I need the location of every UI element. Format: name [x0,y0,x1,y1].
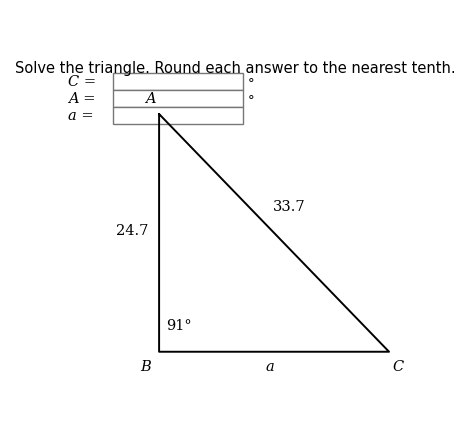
Bar [112,107,242,124]
Text: A: A [145,92,155,106]
Text: °: ° [248,77,254,90]
Text: C =: C = [68,75,96,89]
Text: a =: a = [68,109,94,123]
Text: A =: A = [68,92,95,106]
Text: 33.7: 33.7 [272,200,305,214]
Text: a: a [265,360,274,374]
Text: Solve the triangle. Round each answer to the nearest tenth.: Solve the triangle. Round each answer to… [16,61,455,76]
Text: B: B [140,360,151,374]
Bar [112,90,242,107]
Text: °: ° [248,93,254,107]
Text: 24.7: 24.7 [116,224,148,238]
Bar [112,73,242,90]
Text: 91°: 91° [166,319,191,333]
Text: C: C [392,360,403,374]
